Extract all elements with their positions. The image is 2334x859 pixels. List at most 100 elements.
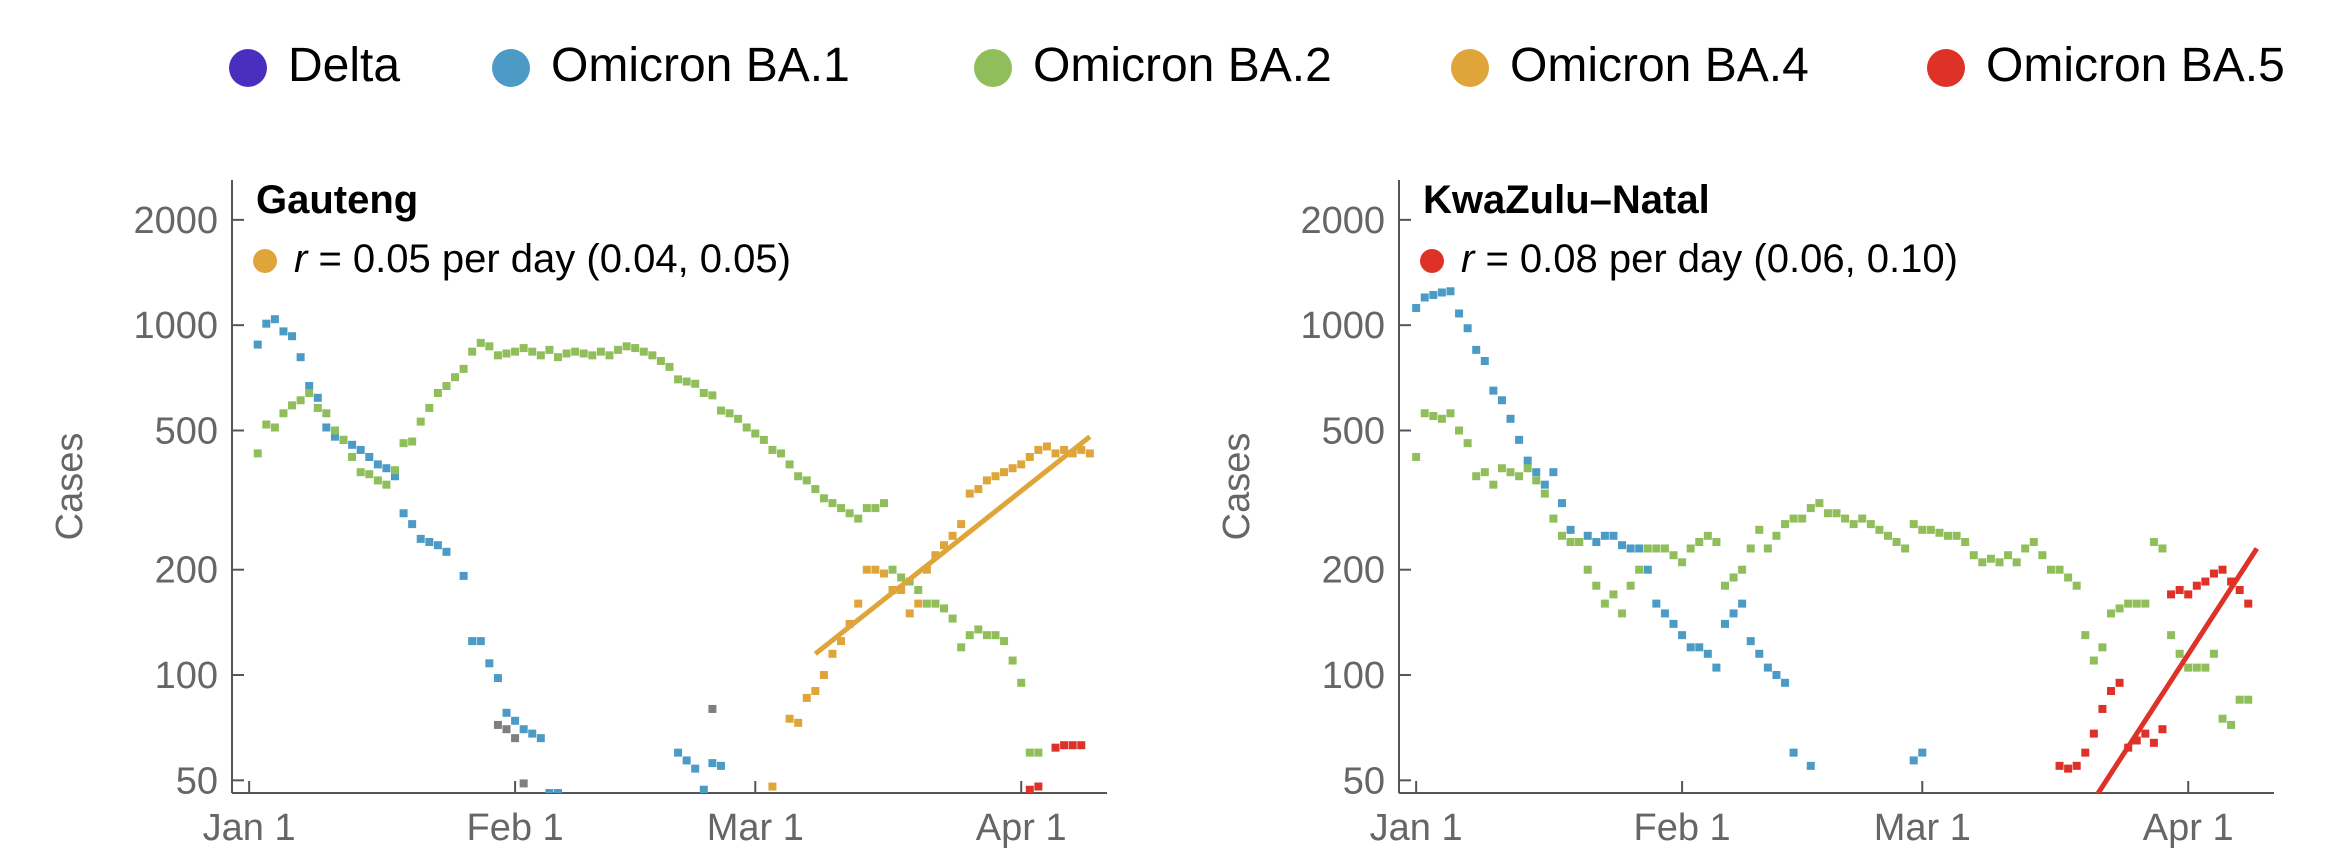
data-point <box>1017 460 1026 469</box>
data-point <box>674 748 683 757</box>
y-tick-label: 200 <box>1322 550 1385 592</box>
data-point <box>511 734 520 743</box>
data-point <box>1566 525 1575 534</box>
data-point <box>1944 531 1953 540</box>
data-point <box>2132 599 2141 608</box>
data-point <box>2192 663 2201 672</box>
data-point <box>1609 590 1618 599</box>
legend-item-omicron-ba-1: Omicron BA.1 <box>492 39 850 92</box>
data-point <box>802 693 811 702</box>
data-point <box>399 509 408 518</box>
data-point <box>1806 761 1815 770</box>
data-point <box>862 504 871 513</box>
data-point <box>982 631 991 640</box>
data-point <box>536 734 545 743</box>
data-point <box>1429 290 1438 299</box>
data-point <box>2244 695 2253 704</box>
data-point <box>2029 538 2038 547</box>
series-omicron-ba-2 <box>1412 409 2253 729</box>
data-point <box>373 460 382 469</box>
data-point <box>553 789 562 793</box>
data-point <box>1051 743 1060 752</box>
data-point <box>1600 531 1609 540</box>
data-point <box>356 445 365 454</box>
data-point <box>1077 445 1086 454</box>
data-point <box>1703 531 1712 540</box>
legend-item-omicron-ba-5: Omicron BA.5 <box>1927 39 2285 92</box>
data-point <box>1549 468 1558 477</box>
data-point <box>1643 544 1652 553</box>
data-point <box>2012 558 2021 567</box>
data-point <box>1669 551 1678 560</box>
x-tick-label: Jan 1 <box>1370 807 1463 849</box>
data-point <box>562 349 571 358</box>
legend-item-omicron-ba-4: Omicron BA.4 <box>1451 39 1809 92</box>
data-point <box>888 565 897 574</box>
data-point <box>1429 412 1438 421</box>
growth-rate-annotation: r = 0.05 per day (0.04, 0.05) <box>294 237 791 281</box>
data-point <box>948 531 957 540</box>
data-point <box>511 347 520 356</box>
data-point <box>1660 544 1669 553</box>
data-point <box>442 382 451 391</box>
data-point <box>682 756 691 765</box>
data-point <box>2175 649 2184 658</box>
data-point <box>716 761 725 770</box>
rate-variable: r <box>1461 237 1476 281</box>
data-point <box>879 569 888 578</box>
data-point <box>288 401 297 410</box>
data-point <box>1738 565 1747 574</box>
data-point <box>416 534 425 543</box>
data-point <box>451 373 460 382</box>
data-point <box>528 729 537 738</box>
data-point <box>1506 468 1515 477</box>
data-point <box>1480 468 1489 477</box>
data-point <box>1781 520 1790 529</box>
data-point <box>1515 435 1524 444</box>
data-point <box>1986 554 1995 563</box>
data-point <box>1815 499 1824 508</box>
data-point <box>502 349 511 358</box>
data-point <box>1455 309 1464 318</box>
data-point <box>459 364 468 373</box>
data-point <box>1523 464 1532 473</box>
data-point <box>1746 544 1755 553</box>
data-point <box>425 538 434 547</box>
data-point <box>459 571 468 580</box>
data-point <box>1446 409 1455 418</box>
data-point <box>2089 729 2098 738</box>
data-point <box>296 353 305 362</box>
data-point <box>1789 514 1798 523</box>
data-point <box>1858 514 1867 523</box>
data-point <box>1566 538 1575 547</box>
data-point <box>1738 599 1747 608</box>
data-point <box>957 520 966 529</box>
data-point <box>1532 476 1541 485</box>
data-point <box>1755 649 1764 658</box>
data-point <box>1678 558 1687 567</box>
data-point <box>982 476 991 485</box>
data-point <box>1618 609 1627 618</box>
x-tick-label: Feb 1 <box>467 807 564 849</box>
data-point <box>339 435 348 444</box>
annotation-marker <box>1420 249 1444 273</box>
x-tick-label: Apr 1 <box>2143 807 2234 849</box>
data-point <box>1025 785 1034 793</box>
data-point <box>2201 663 2210 672</box>
data-point <box>991 472 1000 481</box>
data-point <box>1823 509 1832 518</box>
data-point <box>2038 551 2047 560</box>
legend-item-delta: Delta <box>229 39 400 92</box>
data-point <box>1557 499 1566 508</box>
legend-label: Omicron BA.5 <box>1986 39 2285 92</box>
data-point <box>682 377 691 386</box>
data-point <box>699 785 708 793</box>
data-point <box>1575 538 1584 547</box>
data-point <box>931 551 940 560</box>
data-point <box>708 704 717 713</box>
data-point <box>2184 663 2193 672</box>
data-point <box>957 643 966 652</box>
y-tick-label: 200 <box>155 550 218 592</box>
legend-marker <box>229 49 267 87</box>
data-point <box>1042 442 1051 451</box>
